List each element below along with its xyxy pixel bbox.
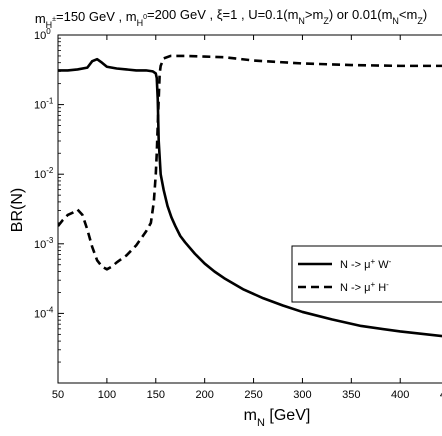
y-tick-label: 10-3 [34,236,54,251]
chart_data.title_parts-part: H [46,20,53,30]
chart_data.title_parts-part: N [392,16,399,26]
plot-frame [57,34,442,384]
y-tick-base: 10 [34,239,46,251]
chart_data.xlabel_parts-part: [GeV] [265,407,310,424]
legend: N -> μ+ W-N -> μ+ H- [291,245,442,303]
legend-label-mu-w: N -> μ+ W- [340,257,392,272]
chart_data.title_parts-part: >m [305,7,323,22]
chart_data.series.0.legend_parts-part: N -> μ [340,259,370,271]
chart_data.title_parts-part: <m [399,7,417,22]
chart_data.series.0.legend_parts-part: W [375,259,389,271]
chart-title: mH±=150 GeV , mH0=200 GeV , ξ=1 , U=0.1(… [35,7,427,30]
chart_data.series.1.legend_parts-part: + [370,280,375,289]
y-tick-exponent: -2 [46,166,54,175]
chart_data.title_parts-part: ± [52,16,56,23]
chart_data.title_parts-part: =200 GeV , ξ=1 , U=0.1(m [147,7,298,22]
legend-box [291,245,442,303]
x-tick-label: 50 [52,389,64,401]
chart_data.series.1.legend_parts-part: - [386,280,389,289]
chart_data.title_parts-part: ) or 0.01(m [329,7,393,22]
x-tick-label: 350 [342,389,360,401]
series-line-mu-w [58,57,442,338]
chart_data.title_parts-part: N [298,16,305,26]
x-axis-label: mN [GeV] [244,407,311,429]
chart_data.title_parts-part: m [35,11,46,26]
y-tick-exponent: 0 [46,27,51,36]
y-tick-exponent: -4 [46,305,54,314]
y-tick-exponent: -3 [46,236,54,245]
chart_data.title_parts-part: ) [423,7,427,22]
chart_data.series.0.legend_parts-part: - [389,257,392,266]
x-tick-label: 400 [391,389,409,401]
y-tick-label: 10-2 [34,166,54,181]
y-axis-label: BR(N) [9,188,26,232]
y-tick-base: 10 [34,308,46,320]
chart_data.series.1.legend_parts-part: N -> μ [340,282,370,294]
y-tick-exponent: -1 [46,97,54,106]
series-line-mu-h [58,54,442,271]
y-tick-label: 10-4 [34,305,54,320]
chart_data.title_parts-part: =150 GeV , m [56,9,137,24]
y-tick-label: 10-1 [34,97,54,112]
x-tick-label: 200 [195,389,213,401]
y-tick-label: 100 [34,27,51,42]
chart_data.title_parts-part: Z [323,16,329,26]
chart_data.xlabel_parts-part: m [244,407,257,424]
chart_data.xlabel_parts-part: N [257,417,265,429]
chart_data.title_parts-part: Z [417,16,423,26]
x-tick-label: 150 [147,389,165,401]
x-tick-label: 450 [440,389,442,401]
legend-label-mu-h: N -> μ+ H- [340,280,389,295]
y-tick-base: 10 [34,169,46,181]
x-tick-label: 100 [98,389,116,401]
chart_data.title_parts-part: 0 [143,14,147,21]
y-tick-base: 10 [34,30,46,42]
chart_data.title_parts-part: H [137,18,144,28]
chart_data.series.0.legend_parts-part: + [370,257,375,266]
y-tick-base: 10 [34,100,46,112]
chart_data.series.1.legend_parts-part: H [375,282,386,294]
x-tick-label: 250 [244,389,262,401]
x-tick-label: 300 [293,389,311,401]
